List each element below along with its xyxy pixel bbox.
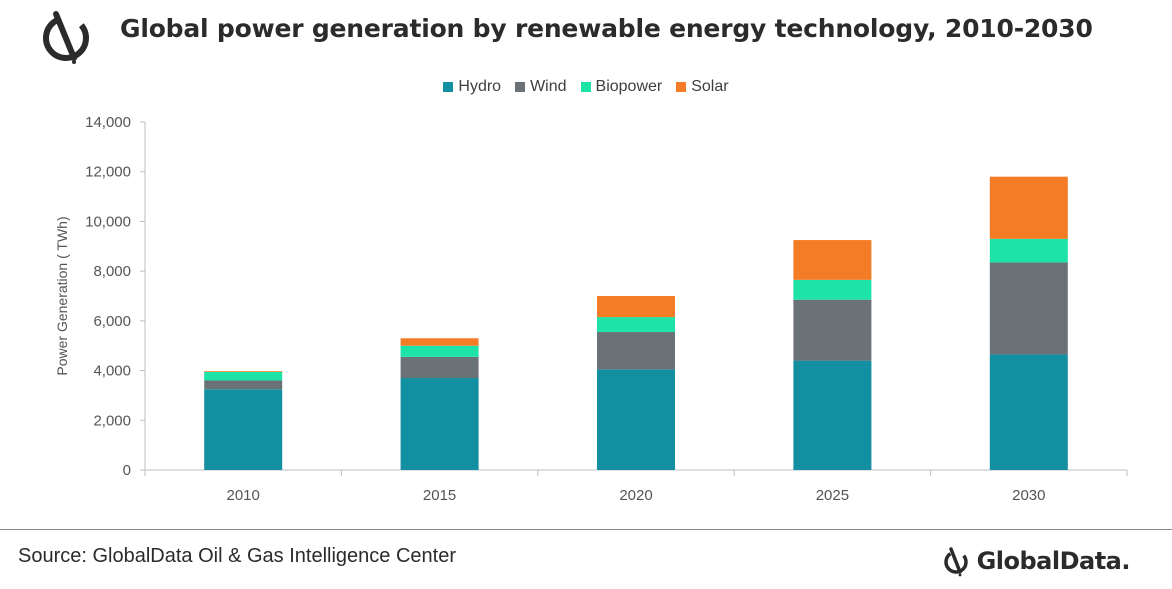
bar-biopower-2025: [793, 279, 872, 300]
bar-wind-2025: [793, 299, 872, 361]
bar-hydro-2020: [597, 369, 675, 470]
x-tick-label: 2020: [619, 487, 652, 504]
bar-biopower-2030: [989, 238, 1068, 263]
bar-biopower-2015: [400, 345, 479, 357]
y-tick-label: 12,000: [85, 164, 131, 181]
y-tick-label: 8,000: [93, 263, 131, 280]
y-tick-label: 14,000: [85, 114, 131, 131]
y-tick-label: 0: [123, 462, 131, 479]
y-tick-label: 2,000: [93, 412, 131, 429]
x-tick-label: 2025: [816, 487, 849, 504]
bar-solar-2025: [793, 240, 872, 280]
y-axis-label: Power Generation ( TWh): [54, 216, 70, 375]
footer-divider: [0, 529, 1172, 530]
globaldata-brand-icon: [943, 547, 968, 577]
legend-swatch-hydro: [443, 82, 454, 92]
chart-title: Global power generation by renewable ene…: [120, 14, 1093, 43]
bar-solar-2010: [204, 371, 283, 372]
bar-hydro-2025: [793, 360, 872, 470]
legend-item-solar: Solar: [676, 78, 729, 96]
bar-wind-2020: [597, 332, 675, 370]
bar-hydro-2015: [400, 378, 479, 470]
x-tick-label: 2015: [423, 487, 456, 504]
legend-swatch-biopower: [580, 82, 591, 92]
x-tick-label: 2030: [1012, 487, 1045, 504]
bar-hydro-2010: [204, 389, 283, 470]
stacked-bar-chart: 0 2,000 4,000 6,000 8,000 10,000 12,000 14,000 2…: [54, 114, 1128, 504]
legend-label-solar: Solar: [691, 78, 729, 95]
bar-solar-2015: [400, 338, 479, 346]
bar-solar-2030: [989, 176, 1068, 239]
y-tick-label: 4,000: [93, 363, 131, 380]
bar-wind-2030: [989, 262, 1068, 355]
x-tick-label: 2010: [227, 487, 260, 504]
bar-hydro-2030: [989, 354, 1068, 470]
brand-logo: GlobalData.: [943, 545, 1131, 577]
source-note: Source: GlobalData Oil & Gas Intelligenc…: [18, 545, 456, 567]
legend-item-biopower: Biopower: [580, 78, 663, 96]
legend-item-hydro: Hydro: [443, 78, 501, 96]
bar-biopower-2010: [204, 371, 283, 381]
legend-swatch-wind: [515, 82, 526, 92]
y-tick-label: 6,000: [93, 313, 131, 330]
y-tick-label: 10,000: [85, 213, 131, 230]
legend-swatch-solar: [676, 82, 687, 92]
legend-label-biopower: Biopower: [595, 78, 663, 95]
globaldata-logo-icon: [43, 11, 89, 64]
bar-wind-2015: [400, 356, 479, 379]
legend-item-wind: Wind: [515, 78, 567, 96]
legend-label-wind: Wind: [530, 78, 567, 95]
legend-label-hydro: Hydro: [458, 78, 502, 95]
bar-biopower-2020: [597, 317, 675, 333]
bar-wind-2010: [204, 380, 283, 390]
brand-name: GlobalData.: [976, 547, 1131, 575]
chart-legend: Hydro Wind Biopower Solar: [0, 78, 1172, 96]
bar-solar-2020: [597, 296, 675, 318]
